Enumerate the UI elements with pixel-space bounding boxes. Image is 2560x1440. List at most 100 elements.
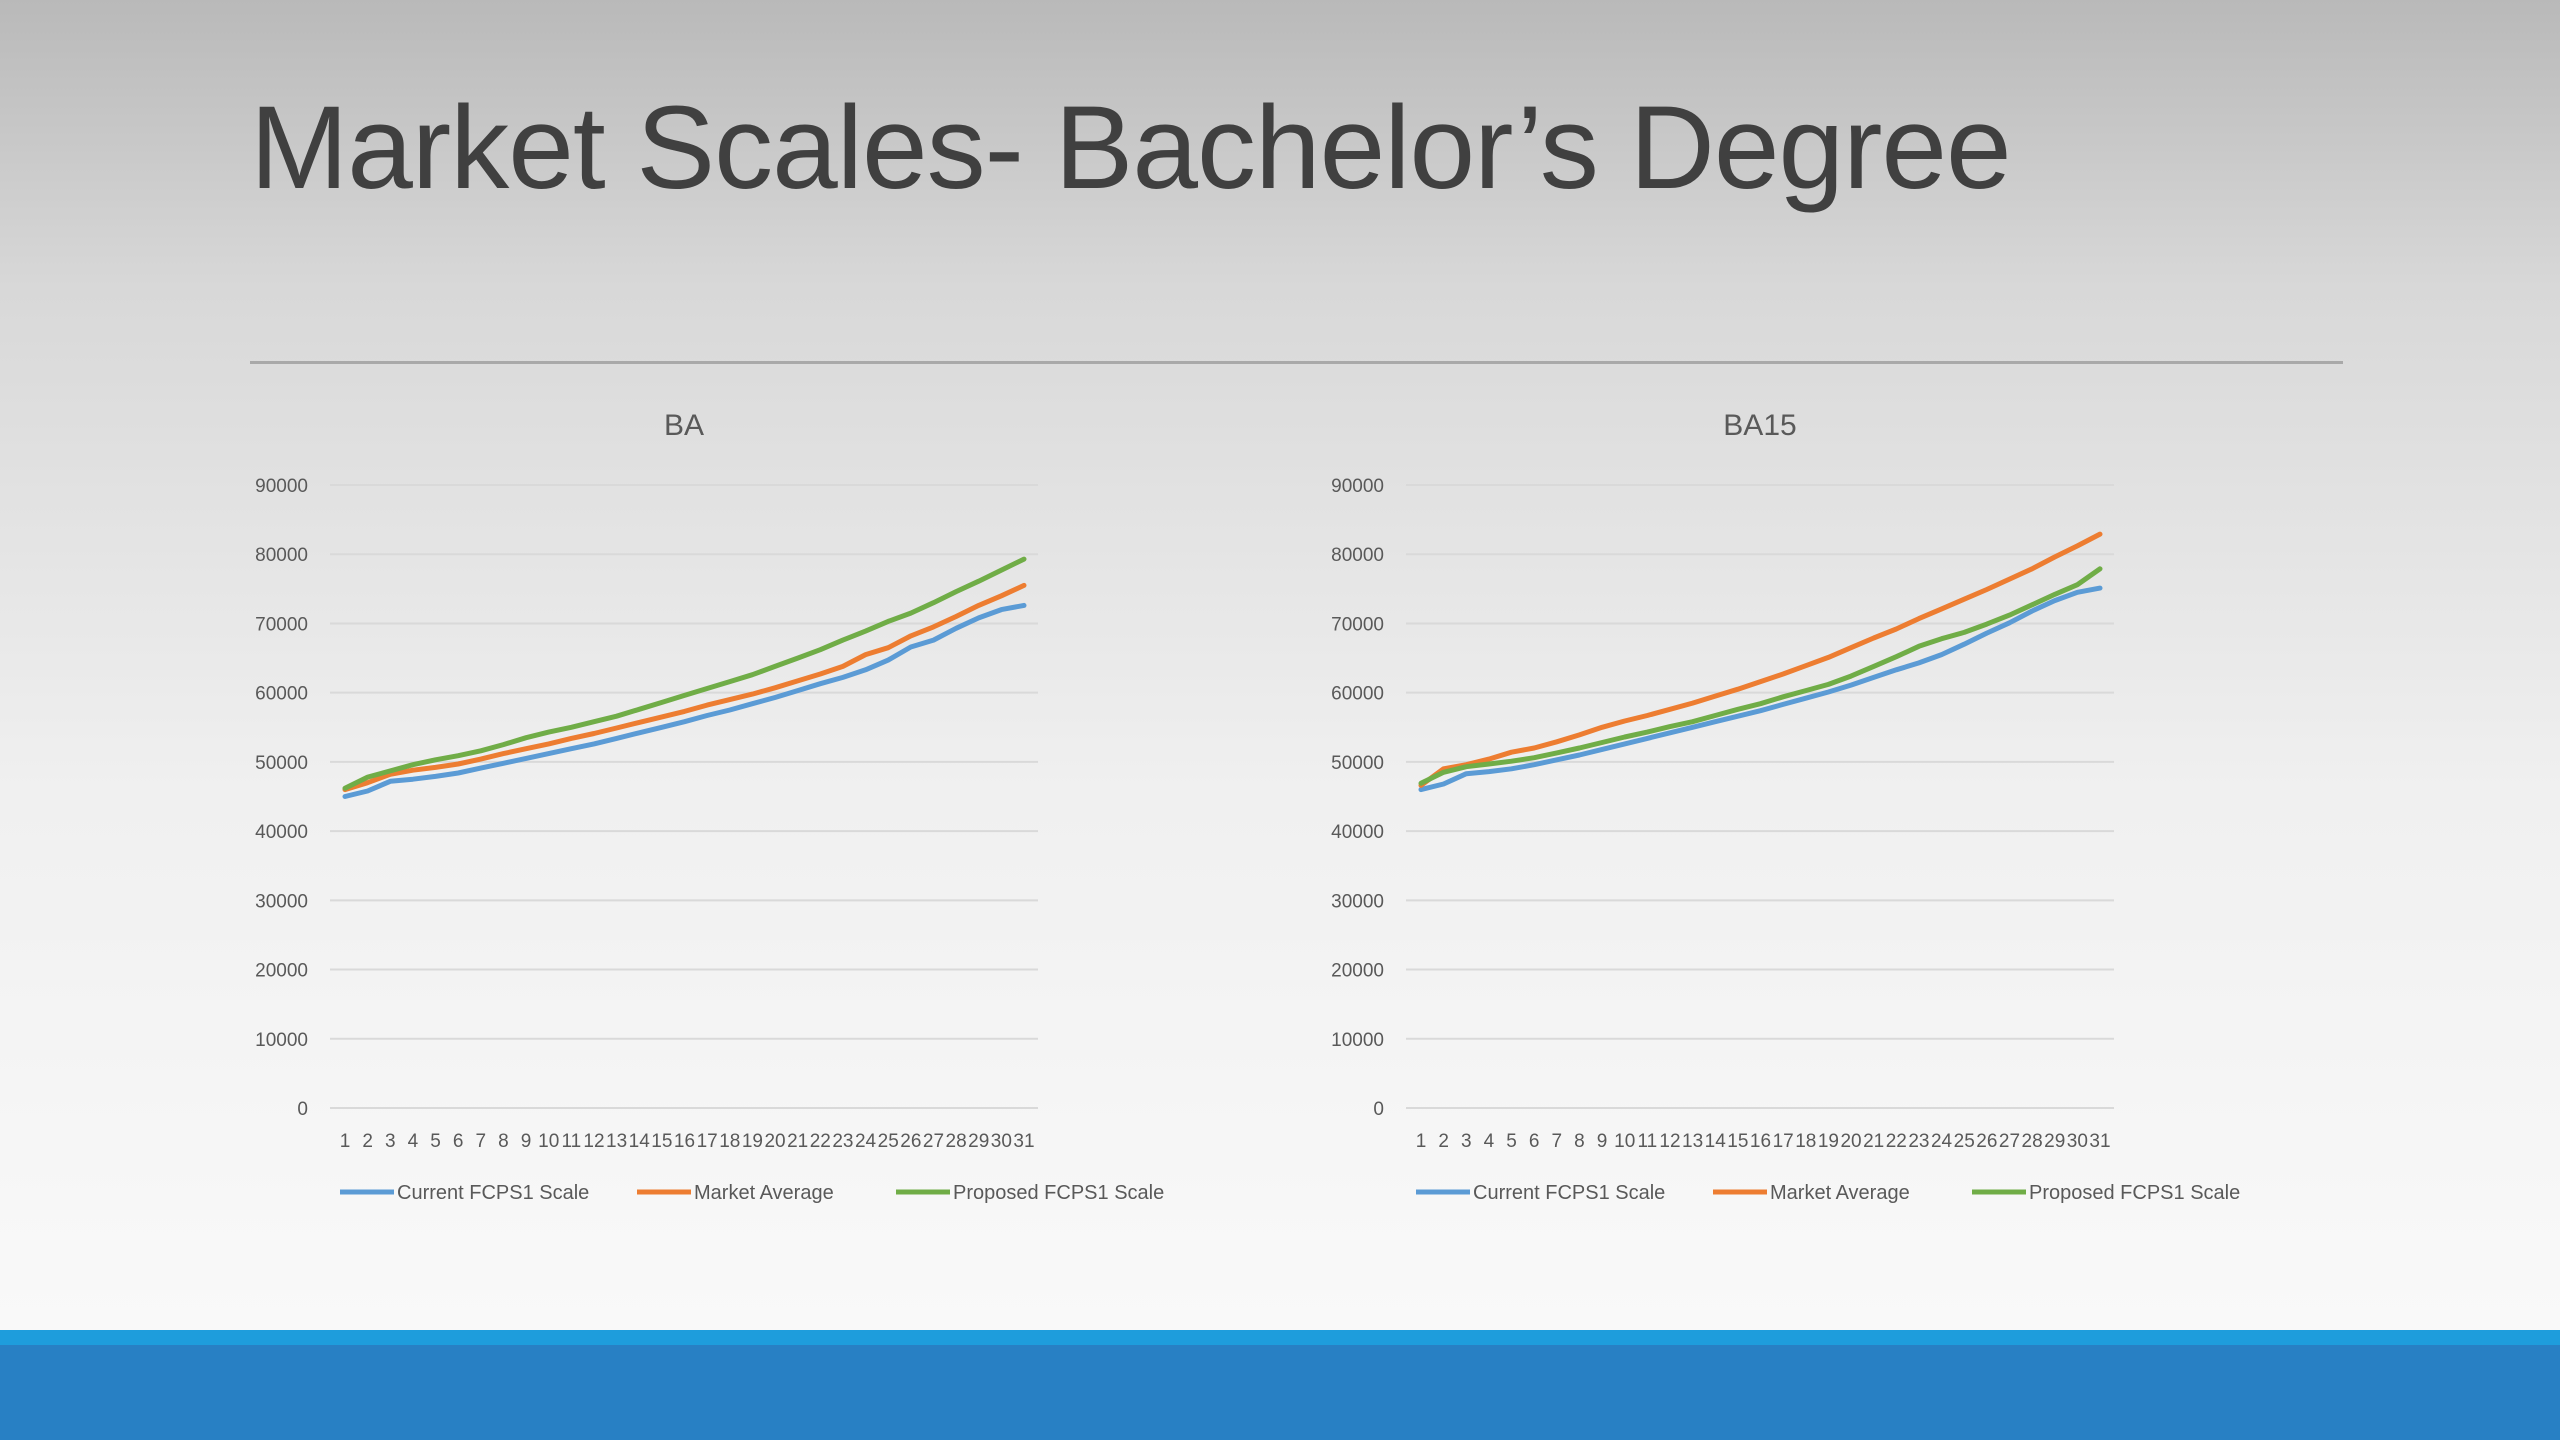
x-tick-label: 16 bbox=[1750, 1131, 1771, 1152]
x-tick-label: 2 bbox=[1438, 1131, 1449, 1152]
x-tick-label: 7 bbox=[476, 1131, 487, 1152]
x-tick-label: 30 bbox=[2067, 1131, 2088, 1152]
chart-ba15-svg: BA15 0 10000 20000 30000 40000 50000 60000 70000… bbox=[1331, 409, 2240, 1204]
x-tick-label: 10 bbox=[1614, 1131, 1635, 1152]
y-tick-label: 0 bbox=[297, 1099, 308, 1120]
x-tick-label: 27 bbox=[923, 1131, 944, 1152]
x-tick-label: 14 bbox=[1705, 1131, 1727, 1152]
y-tick-label: 0 bbox=[1373, 1099, 1384, 1120]
legend-label: Market Average bbox=[694, 1182, 834, 1204]
x-tick-label: 3 bbox=[1461, 1131, 1472, 1152]
x-tick-label: 4 bbox=[1484, 1131, 1495, 1152]
y-tick-label: 90000 bbox=[255, 476, 308, 497]
legend-entry: Market Average bbox=[1713, 1182, 1910, 1204]
x-tick-label: 4 bbox=[408, 1131, 419, 1152]
x-tick-label: 25 bbox=[1954, 1131, 1975, 1152]
x-tick-label: 1 bbox=[340, 1131, 351, 1152]
x-tick-label: 15 bbox=[1727, 1131, 1748, 1152]
chart-title: BA15 bbox=[1723, 409, 1796, 442]
x-tick-label: 12 bbox=[583, 1131, 604, 1152]
x-tick-label: 22 bbox=[1886, 1131, 1907, 1152]
x-tick-label: 23 bbox=[1908, 1131, 1929, 1152]
series-line bbox=[1418, 566, 2103, 786]
x-tick-label: 24 bbox=[855, 1131, 877, 1152]
series-line bbox=[342, 582, 1027, 793]
legend-label: Market Average bbox=[1770, 1182, 1910, 1204]
x-tick-label: 9 bbox=[1597, 1131, 1608, 1152]
x-tick-label: 8 bbox=[1574, 1131, 1585, 1152]
series-line bbox=[1418, 531, 2103, 788]
series-line bbox=[1418, 585, 2103, 793]
x-tick-label: 19 bbox=[742, 1131, 763, 1152]
x-tick-label: 21 bbox=[787, 1131, 808, 1152]
chart-ba15: BA15 0 10000 20000 30000 40000 50000 60000 70000… bbox=[1276, 395, 2286, 1235]
x-tick-label: 16 bbox=[674, 1131, 695, 1152]
x-tick-label: 11 bbox=[561, 1131, 581, 1152]
y-tick-label: 90000 bbox=[1331, 476, 1384, 497]
x-tick-label: 26 bbox=[900, 1131, 921, 1152]
legend-label: Current FCPS1 Scale bbox=[397, 1182, 589, 1204]
series-line bbox=[342, 556, 1027, 791]
y-tick-label: 80000 bbox=[255, 545, 308, 566]
y-tick-label: 30000 bbox=[255, 891, 308, 912]
x-tick-label: 18 bbox=[1795, 1131, 1816, 1152]
x-tick-label: 12 bbox=[1659, 1131, 1680, 1152]
slide-title: Market Scales- Bachelor’s Degree bbox=[250, 82, 2012, 214]
legend-label: Current FCPS1 Scale bbox=[1473, 1182, 1665, 1204]
x-tick-label: 17 bbox=[697, 1131, 718, 1152]
x-tick-label: 24 bbox=[1931, 1131, 1953, 1152]
x-tick-label: 23 bbox=[832, 1131, 853, 1152]
x-tick-label: 10 bbox=[538, 1131, 559, 1152]
legend-label: Proposed FCPS1 Scale bbox=[953, 1182, 1164, 1204]
y-tick-label: 70000 bbox=[255, 614, 308, 635]
x-tick-label: 25 bbox=[878, 1131, 899, 1152]
x-tick-label: 29 bbox=[2044, 1131, 2065, 1152]
x-tick-label: 28 bbox=[2022, 1131, 2043, 1152]
series-line bbox=[342, 602, 1027, 799]
y-tick-label: 50000 bbox=[255, 753, 308, 774]
x-tick-label: 20 bbox=[764, 1131, 785, 1152]
y-tick-label: 80000 bbox=[1331, 545, 1384, 566]
y-tick-label: 20000 bbox=[1331, 961, 1384, 982]
footer-bar bbox=[0, 1345, 2560, 1440]
x-tick-label: 9 bbox=[521, 1131, 532, 1152]
x-tick-label: 14 bbox=[629, 1131, 651, 1152]
y-tick-label: 40000 bbox=[255, 822, 308, 843]
x-tick-label: 1 bbox=[1416, 1131, 1427, 1152]
y-tick-label: 40000 bbox=[1331, 822, 1384, 843]
legend-entry: Market Average bbox=[637, 1182, 834, 1204]
x-tick-label: 11 bbox=[1637, 1131, 1657, 1152]
chart-title: BA bbox=[664, 409, 704, 442]
x-tick-label: 31 bbox=[2089, 1131, 2110, 1152]
x-tick-label: 5 bbox=[430, 1131, 441, 1152]
x-tick-label: 18 bbox=[719, 1131, 740, 1152]
y-tick-label: 60000 bbox=[255, 684, 308, 705]
x-tick-label: 27 bbox=[1999, 1131, 2020, 1152]
x-tick-label: 21 bbox=[1863, 1131, 1884, 1152]
x-tick-label: 17 bbox=[1773, 1131, 1794, 1152]
legend-entry: Proposed FCPS1 Scale bbox=[1972, 1182, 2240, 1204]
x-tick-label: 19 bbox=[1818, 1131, 1839, 1152]
x-tick-label: 13 bbox=[1682, 1131, 1703, 1152]
legend-entry: Current FCPS1 Scale bbox=[1416, 1182, 1665, 1204]
x-tick-label: 3 bbox=[385, 1131, 396, 1152]
x-tick-label: 30 bbox=[991, 1131, 1012, 1152]
y-tick-label: 30000 bbox=[1331, 891, 1384, 912]
y-tick-label: 10000 bbox=[255, 1030, 308, 1051]
legend-entry: Proposed FCPS1 Scale bbox=[896, 1182, 1164, 1204]
x-tick-label: 15 bbox=[651, 1131, 672, 1152]
x-tick-label: 20 bbox=[1840, 1131, 1861, 1152]
x-tick-label: 6 bbox=[1529, 1131, 1540, 1152]
x-tick-label: 7 bbox=[1552, 1131, 1563, 1152]
chart-ba-svg: BA 0 10000 20000 30000 40000 50000 60000 70000 80… bbox=[255, 409, 1164, 1204]
footer-accent-bar bbox=[0, 1330, 2560, 1345]
legend-entry: Current FCPS1 Scale bbox=[340, 1182, 589, 1204]
title-divider bbox=[250, 361, 2343, 364]
chart-ba: BA 0 10000 20000 30000 40000 50000 60000 70000 80… bbox=[200, 395, 1210, 1235]
x-tick-label: 2 bbox=[362, 1131, 373, 1152]
y-tick-label: 60000 bbox=[1331, 684, 1384, 705]
y-tick-label: 10000 bbox=[1331, 1030, 1384, 1051]
x-tick-label: 22 bbox=[810, 1131, 831, 1152]
y-tick-label: 20000 bbox=[255, 961, 308, 982]
x-tick-label: 6 bbox=[453, 1131, 464, 1152]
